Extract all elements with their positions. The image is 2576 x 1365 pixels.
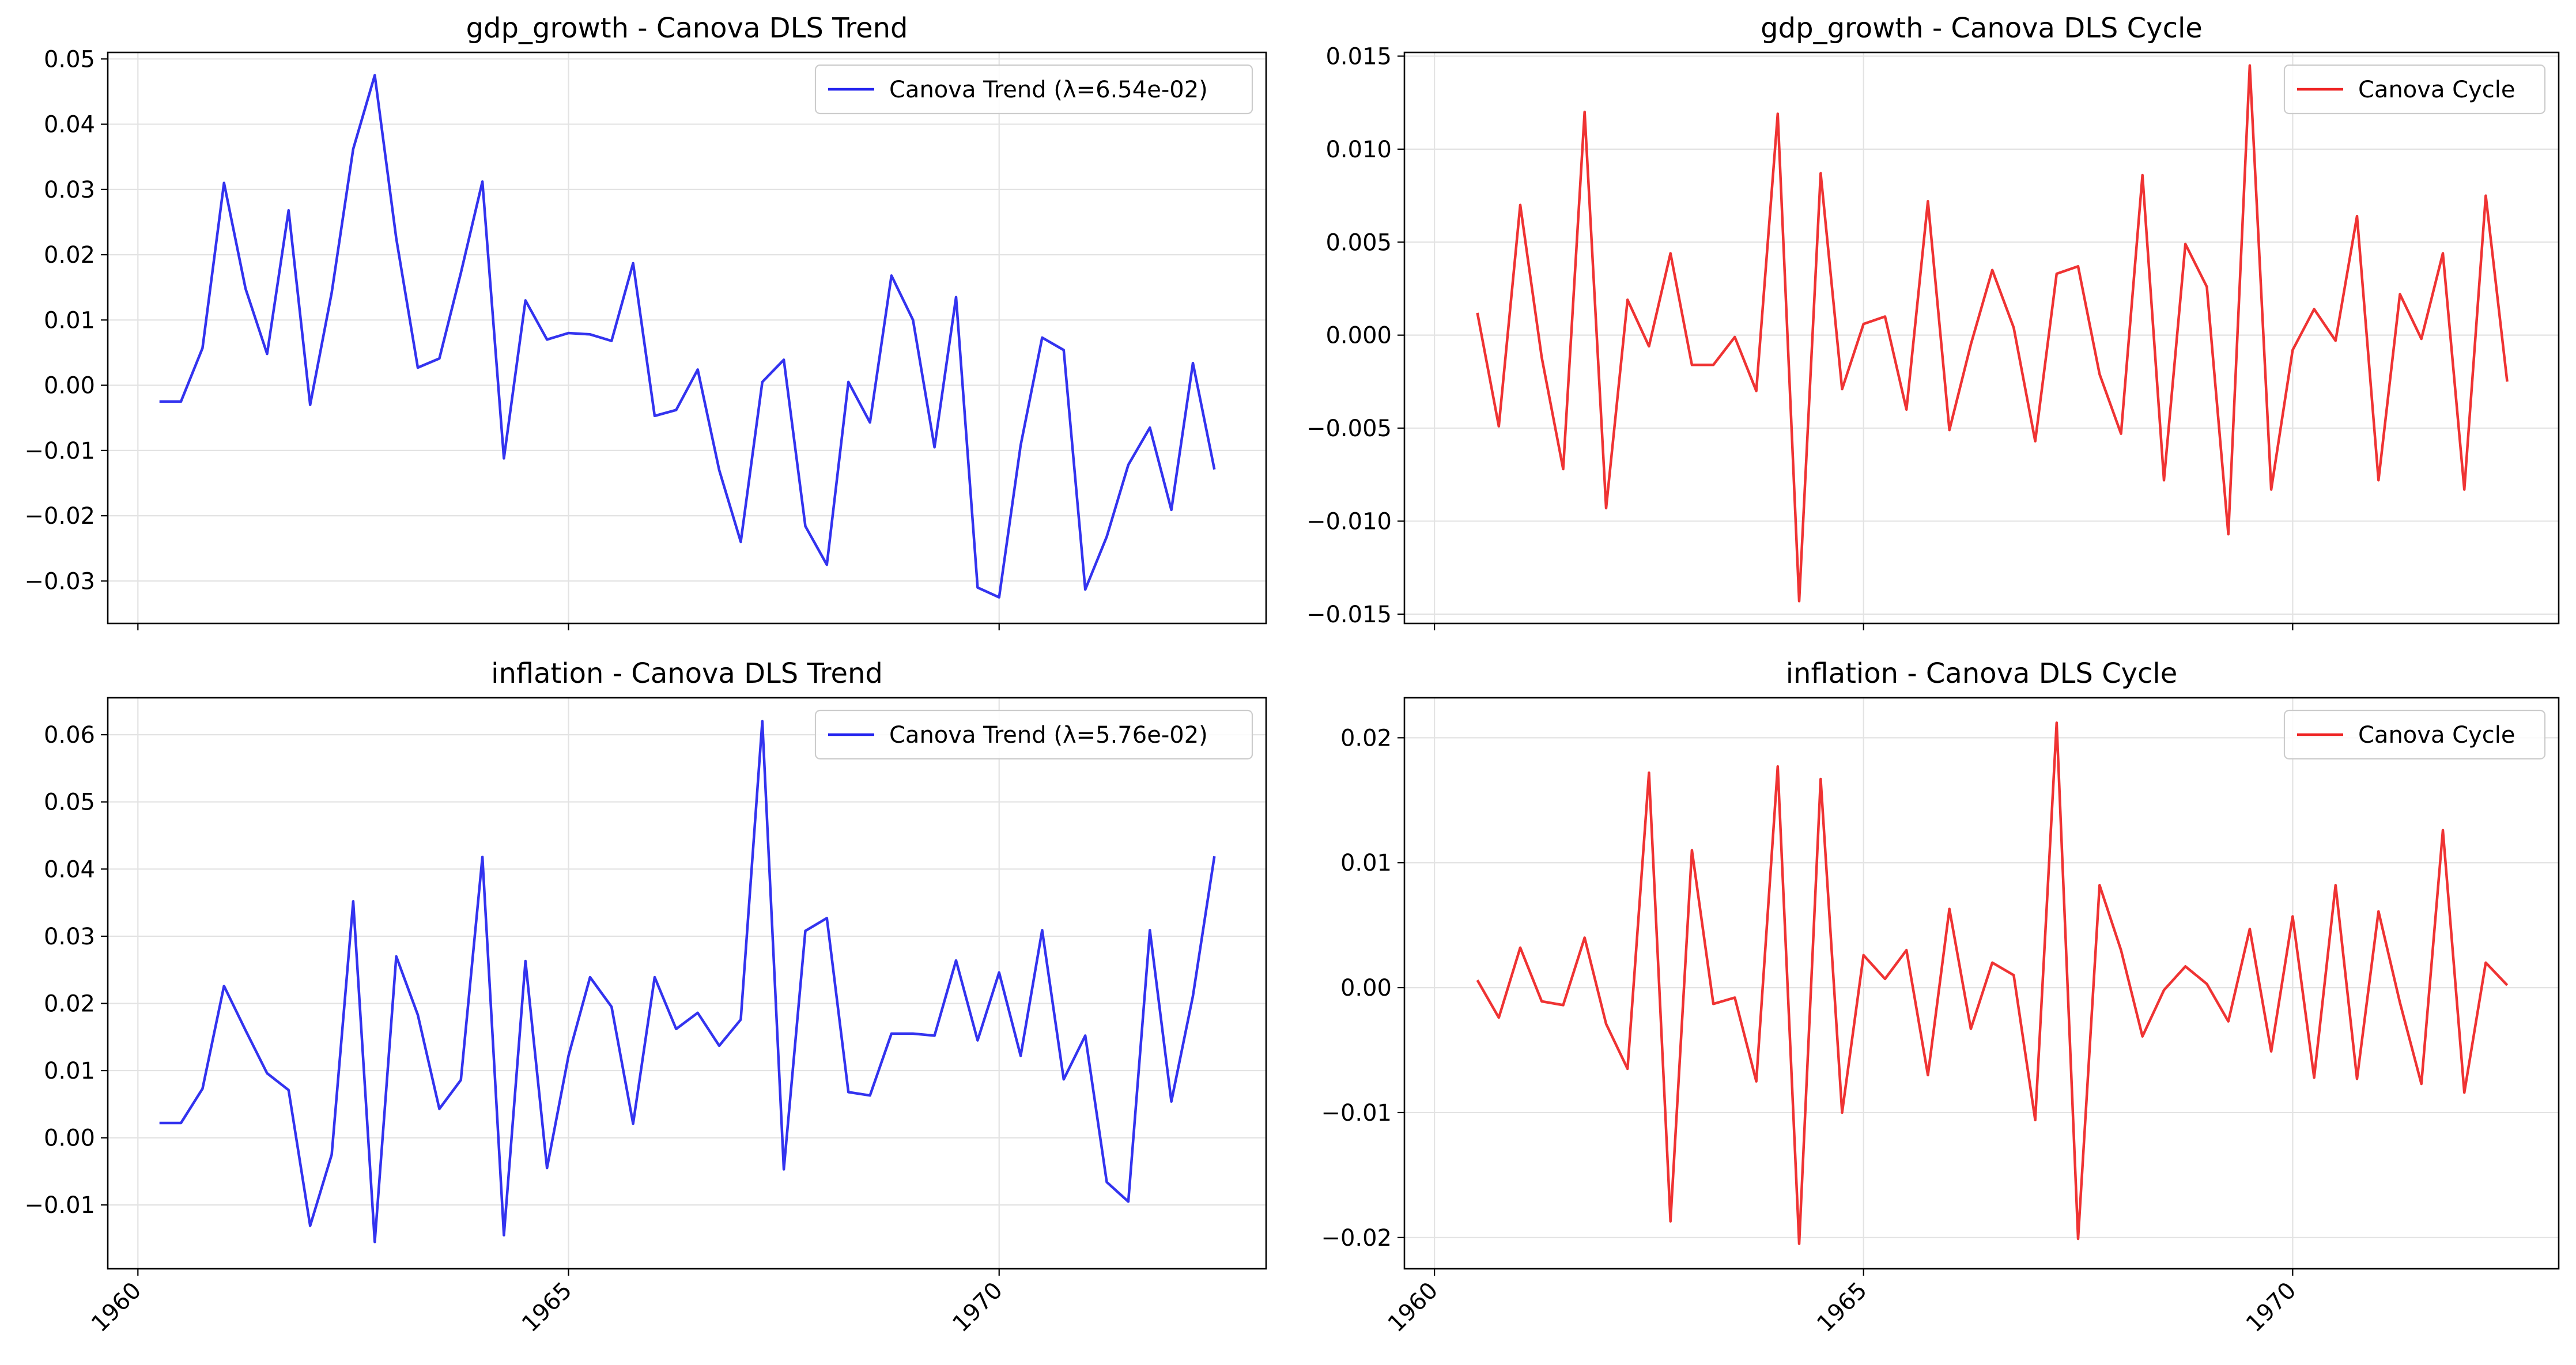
axes-frame [1403,51,2560,625]
y-tick-label: 0.02 [1340,725,1392,751]
chart-title: gdp_growth - Canova DLS Trend [466,12,908,44]
y-tick-label: 0.06 [44,722,95,748]
chart-title: inflation - Canova DLS Trend [491,657,883,690]
legend-label: Canova Trend (λ=5.76e-02) [889,722,1208,748]
y-tick-label: −0.01 [24,1192,95,1219]
legend: Canova Cycle [2283,64,2546,115]
y-tick-label: 0.005 [1325,229,1392,256]
y-tick-label: −0.01 [1321,1100,1392,1126]
series-line-1 [159,74,1216,599]
y-tick-label: 0.01 [1340,850,1392,876]
y-tick-label: −0.03 [24,568,95,595]
legend-label: Canova Cycle [2358,77,2515,103]
y-tick-label: 0.02 [44,990,95,1017]
chart-panel-1: −0.03 −0.02 −0.01 0.00 0.01 0.02 0.03 0.04 0.05 g… [24,12,1267,630]
y-tick-label: 0.05 [44,789,95,816]
y-tick-label: 0.04 [44,856,95,883]
axes-frame [107,697,1267,1270]
y-tick-label: −0.01 [24,438,95,464]
y-tick-label: −0.015 [1306,602,1392,628]
chart-panel-3: −0.01 0.00 0.01 0.02 0.03 0.04 0.05 0.06 1960 196… [24,657,1267,1338]
legend: Canova Trend (λ=5.76e-02) [814,709,1253,760]
y-tick-label: 0.00 [44,373,95,399]
chart-title: inflation - Canova DLS Cycle [1786,657,2178,690]
y-tick-label: −0.010 [1306,508,1392,535]
legend: Canova Trend (λ=6.54e-02) [814,64,1253,115]
legend-box [814,709,1253,760]
legend-box [2283,709,2546,760]
x-tick-label: 1970 [2241,1277,2302,1338]
y-tick-label: −0.005 [1306,415,1392,442]
y-tick-label: 0.01 [44,1058,95,1084]
axes-frame [1403,697,2560,1270]
y-tick-label: 0.04 [44,112,95,138]
y-tick-label: 0.03 [44,177,95,203]
series-line-1 [1476,64,2509,603]
y-tick-label: 0.00 [1340,975,1392,1001]
chart-panel-2: −0.015 −0.010 −0.005 0.000 0.005 0.010 0.015 gd… [1306,12,2560,630]
chart-panel-4: −0.02 −0.01 0.00 0.01 0.02 1960 1965 1970 inflat… [1321,657,2560,1338]
axes-frame [107,51,1267,625]
series-line-1 [1476,721,2509,1245]
x-tick-label: 1960 [86,1277,147,1338]
y-tick-label: −0.02 [24,503,95,530]
y-tick-label: 0.01 [44,307,95,334]
legend-label: Canova Cycle [2358,722,2515,748]
x-tick-label: 1960 [1383,1277,1444,1338]
y-tick-label: −0.02 [1321,1225,1392,1251]
y-tick-label: 0.00 [44,1125,95,1152]
x-tick-label: 1965 [517,1277,577,1338]
legend-label: Canova Trend (λ=6.54e-02) [889,77,1208,103]
y-tick-label: 0.05 [44,46,95,73]
y-tick-label: 0.02 [44,242,95,269]
x-tick-label: 1970 [947,1277,1008,1338]
series-line-1 [159,720,1216,1243]
y-tick-label: 0.03 [44,924,95,950]
y-tick-label: 0.000 [1325,323,1392,349]
chart-title: gdp_growth - Canova DLS Cycle [1761,12,2203,44]
y-tick-label: 0.010 [1325,137,1392,163]
legend: Canova Cycle [2283,709,2546,760]
legend-box [814,64,1253,115]
x-tick-label: 1965 [1812,1277,1872,1338]
legend-box [2283,64,2546,115]
y-tick-label: 0.015 [1325,43,1392,70]
